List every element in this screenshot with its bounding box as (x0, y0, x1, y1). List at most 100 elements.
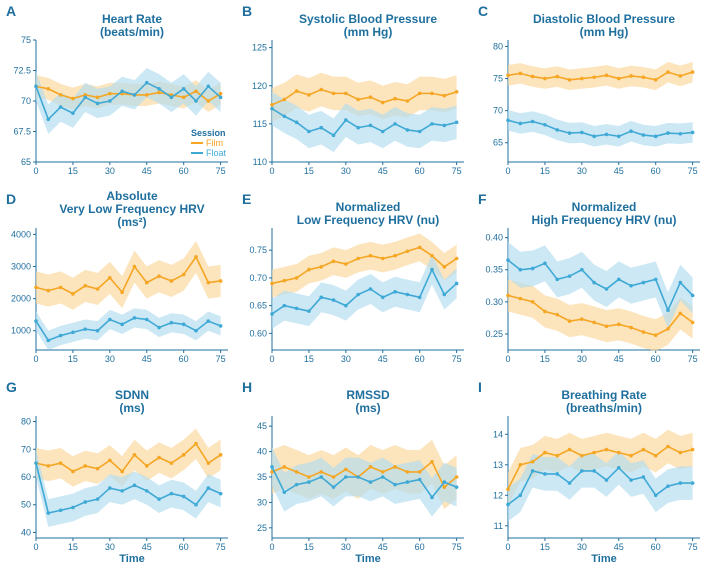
film-marker (406, 470, 410, 474)
ytick-label: 70 (493, 106, 503, 116)
film-marker (194, 255, 198, 259)
float-marker (506, 258, 510, 262)
film-marker (194, 442, 198, 446)
xtick-label: 75 (452, 354, 462, 364)
film-marker (430, 92, 434, 96)
film-marker (182, 273, 186, 277)
film-marker (406, 249, 410, 253)
ytick-label: 60 (21, 472, 31, 482)
ytick-label: 115 (253, 119, 267, 129)
float-marker (59, 508, 63, 512)
film-marker (617, 451, 621, 455)
xtick-label: 60 (179, 166, 189, 176)
film-marker (629, 74, 633, 78)
float-marker (455, 485, 459, 489)
film-marker (642, 330, 646, 334)
panel-letter: A (6, 3, 16, 19)
float-marker (555, 278, 559, 282)
float-marker (642, 133, 646, 137)
film-marker (170, 461, 174, 465)
film-marker (34, 286, 38, 290)
film-marker (580, 454, 584, 458)
float-marker (691, 294, 695, 298)
film-marker (506, 487, 510, 491)
ytick-label: 0.60 (249, 328, 267, 338)
film-marker (133, 265, 137, 269)
film-marker (145, 281, 149, 285)
film-marker (319, 265, 323, 269)
panel-title-line: (breaths/min) (566, 401, 642, 415)
panel-D: DAbsoluteVery Low Frequency HRV(ms²)1000… (0, 188, 236, 376)
ytick-label: 72.5 (13, 66, 31, 76)
float-marker (418, 478, 422, 482)
film-marker (666, 445, 670, 449)
xtick-label: 45 (378, 166, 388, 176)
film-marker (455, 90, 459, 94)
xtick-label: 0 (269, 542, 274, 552)
float-marker (71, 506, 75, 510)
float-marker (455, 282, 459, 286)
film-marker (59, 286, 63, 290)
float-marker (170, 492, 174, 496)
float-marker (34, 319, 38, 323)
film-marker (369, 465, 373, 469)
float-marker (369, 287, 373, 291)
legend-swatch (191, 152, 203, 154)
film-marker (506, 294, 510, 298)
film-marker (654, 78, 658, 82)
panel-title-line: (ms) (119, 401, 144, 415)
float-marker (194, 329, 198, 333)
float-marker (133, 316, 137, 320)
xtick-label: 0 (33, 542, 38, 552)
float-marker (283, 304, 287, 308)
film-marker (381, 101, 385, 105)
ytick-label: 3000 (11, 262, 31, 272)
float-marker (182, 87, 186, 91)
film-marker (71, 292, 75, 296)
float-marker (629, 129, 633, 133)
float-marker (666, 131, 670, 135)
float-marker (629, 284, 633, 288)
panel-letter: H (242, 379, 252, 395)
film-marker (443, 485, 447, 489)
float-marker (270, 465, 274, 469)
film-marker (295, 470, 299, 474)
film-marker (555, 313, 559, 317)
float-marker (443, 124, 447, 128)
float-marker (679, 481, 683, 485)
legend-item: Float (191, 148, 226, 158)
xtick-label: 60 (651, 166, 661, 176)
panel-C: CDiastolic Blood Pressure(mm Hg)65707580… (472, 0, 708, 188)
film-marker (506, 74, 510, 78)
panel-container-F: FNormalizedHigh Frequency HRV (nu)0.250.… (472, 188, 708, 376)
film-marker (519, 297, 523, 301)
xtick-label: 30 (341, 166, 351, 176)
float-marker (543, 472, 547, 476)
float-marker (406, 480, 410, 484)
panel-title-line: (ms²) (117, 215, 146, 229)
ytick-label: 0.65 (249, 301, 267, 311)
float-marker (455, 121, 459, 125)
float-marker (71, 111, 75, 115)
film-marker (47, 289, 51, 293)
float-marker (108, 486, 112, 490)
float-marker (418, 296, 422, 300)
float-marker (381, 296, 385, 300)
float-marker (568, 481, 572, 485)
film-marker (145, 464, 149, 468)
float-marker (543, 262, 547, 266)
float-marker (393, 122, 397, 126)
xtick-label: 45 (142, 354, 152, 364)
float-marker (617, 135, 621, 139)
film-marker (543, 310, 547, 314)
float-marker (59, 105, 63, 109)
panel-B: BSystolic Blood Pressure(mm Hg)110115120… (236, 0, 472, 188)
float-marker (59, 334, 63, 338)
ytick-label: 25 (257, 523, 267, 533)
film-marker (344, 468, 348, 472)
float-marker (332, 485, 336, 489)
ytick-label: 125 (252, 43, 267, 53)
xtick-label: 45 (378, 354, 388, 364)
float-marker (642, 475, 646, 479)
float-marker (605, 478, 609, 482)
